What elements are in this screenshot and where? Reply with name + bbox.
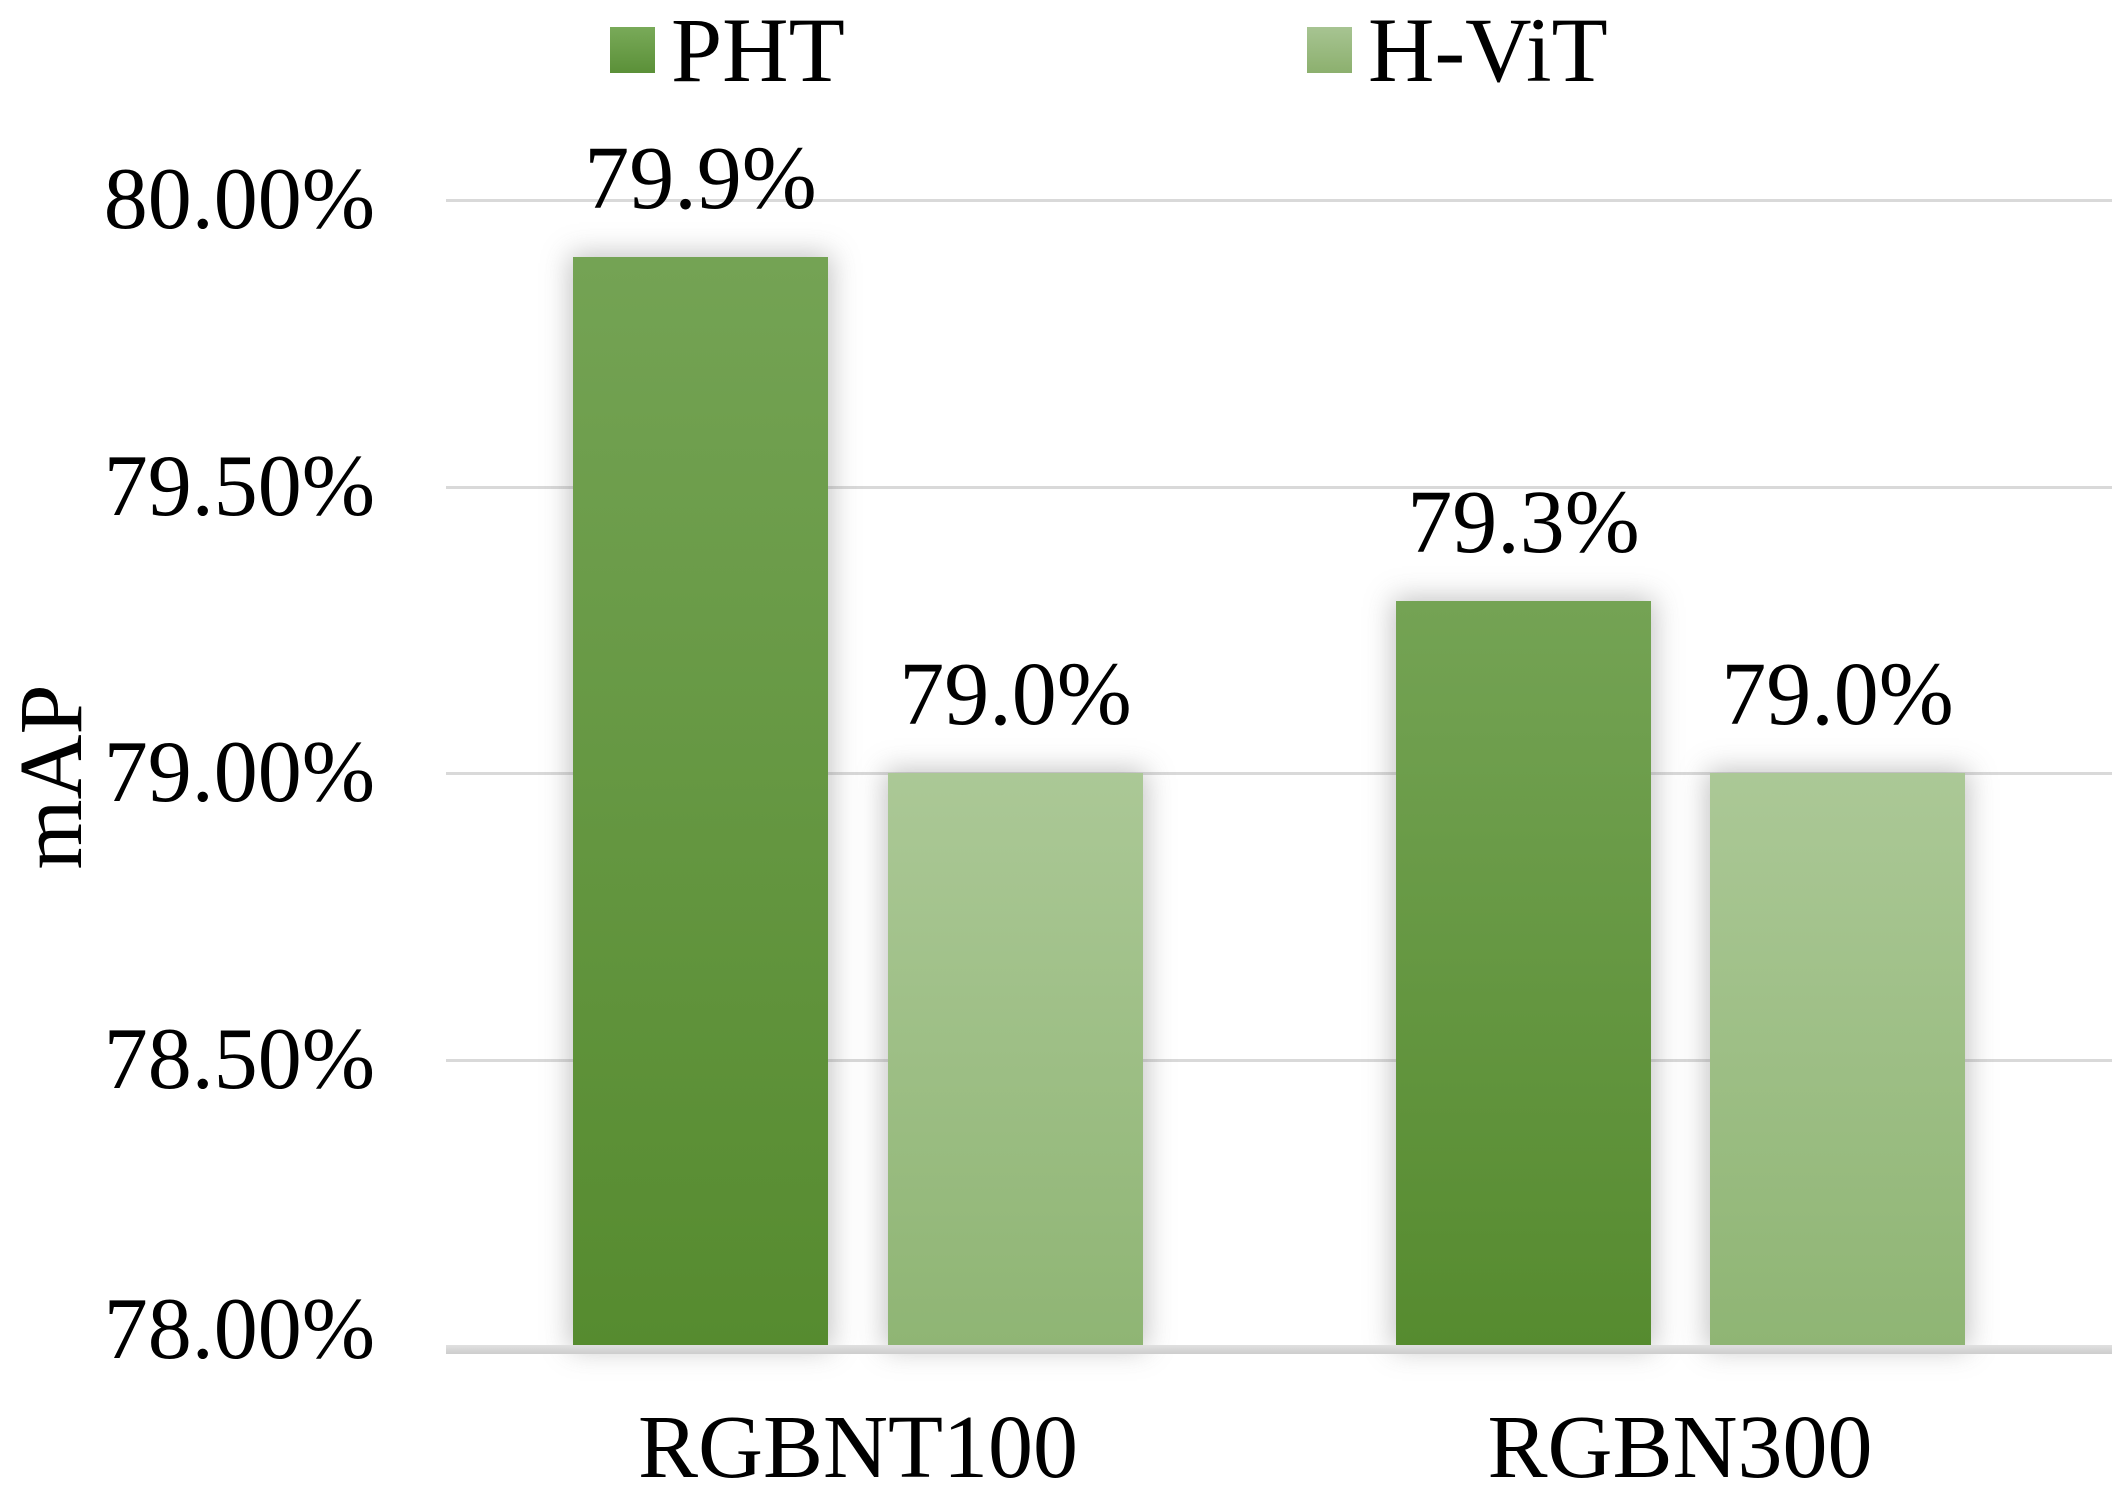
x-category-label: RGBN300 [1487, 1398, 1873, 1497]
bar-hvit-rgbn300 [1710, 773, 1965, 1346]
bar-value-label: 79.3% [1407, 473, 1640, 573]
bar-pht-rgbn300 [1396, 601, 1651, 1346]
x-axis-line [446, 1345, 2112, 1354]
bar-value-label: 79.9% [584, 129, 817, 229]
legend-swatch-hvit [1307, 27, 1352, 73]
y-tick-label: 78.00% [103, 1281, 375, 1378]
bar-value-label: 79.0% [1721, 645, 1954, 744]
y-tick-label: 79.00% [103, 724, 375, 821]
legend-item-hvit: H-ViT [1307, 0, 1608, 101]
gridline [446, 1058, 2112, 1062]
gridline [446, 485, 2112, 489]
y-tick-label: 78.50% [103, 1010, 375, 1108]
bar-pht-rgbnt100 [573, 257, 828, 1346]
legend-swatch-pht [610, 27, 655, 73]
y-tick-label: 79.50% [103, 437, 375, 535]
gridline [446, 772, 2112, 775]
legend-label-hvit: H-ViT [1368, 0, 1608, 101]
bar-hvit-rgbnt100 [888, 773, 1143, 1346]
gridline [446, 199, 2112, 202]
legend-item-pht: PHT [610, 0, 845, 101]
y-tick-label: 80.00% [103, 151, 375, 248]
legend-label-pht: PHT [671, 0, 845, 101]
bar-value-label: 79.0% [899, 645, 1132, 744]
x-category-label: RGBNT100 [637, 1398, 1079, 1497]
